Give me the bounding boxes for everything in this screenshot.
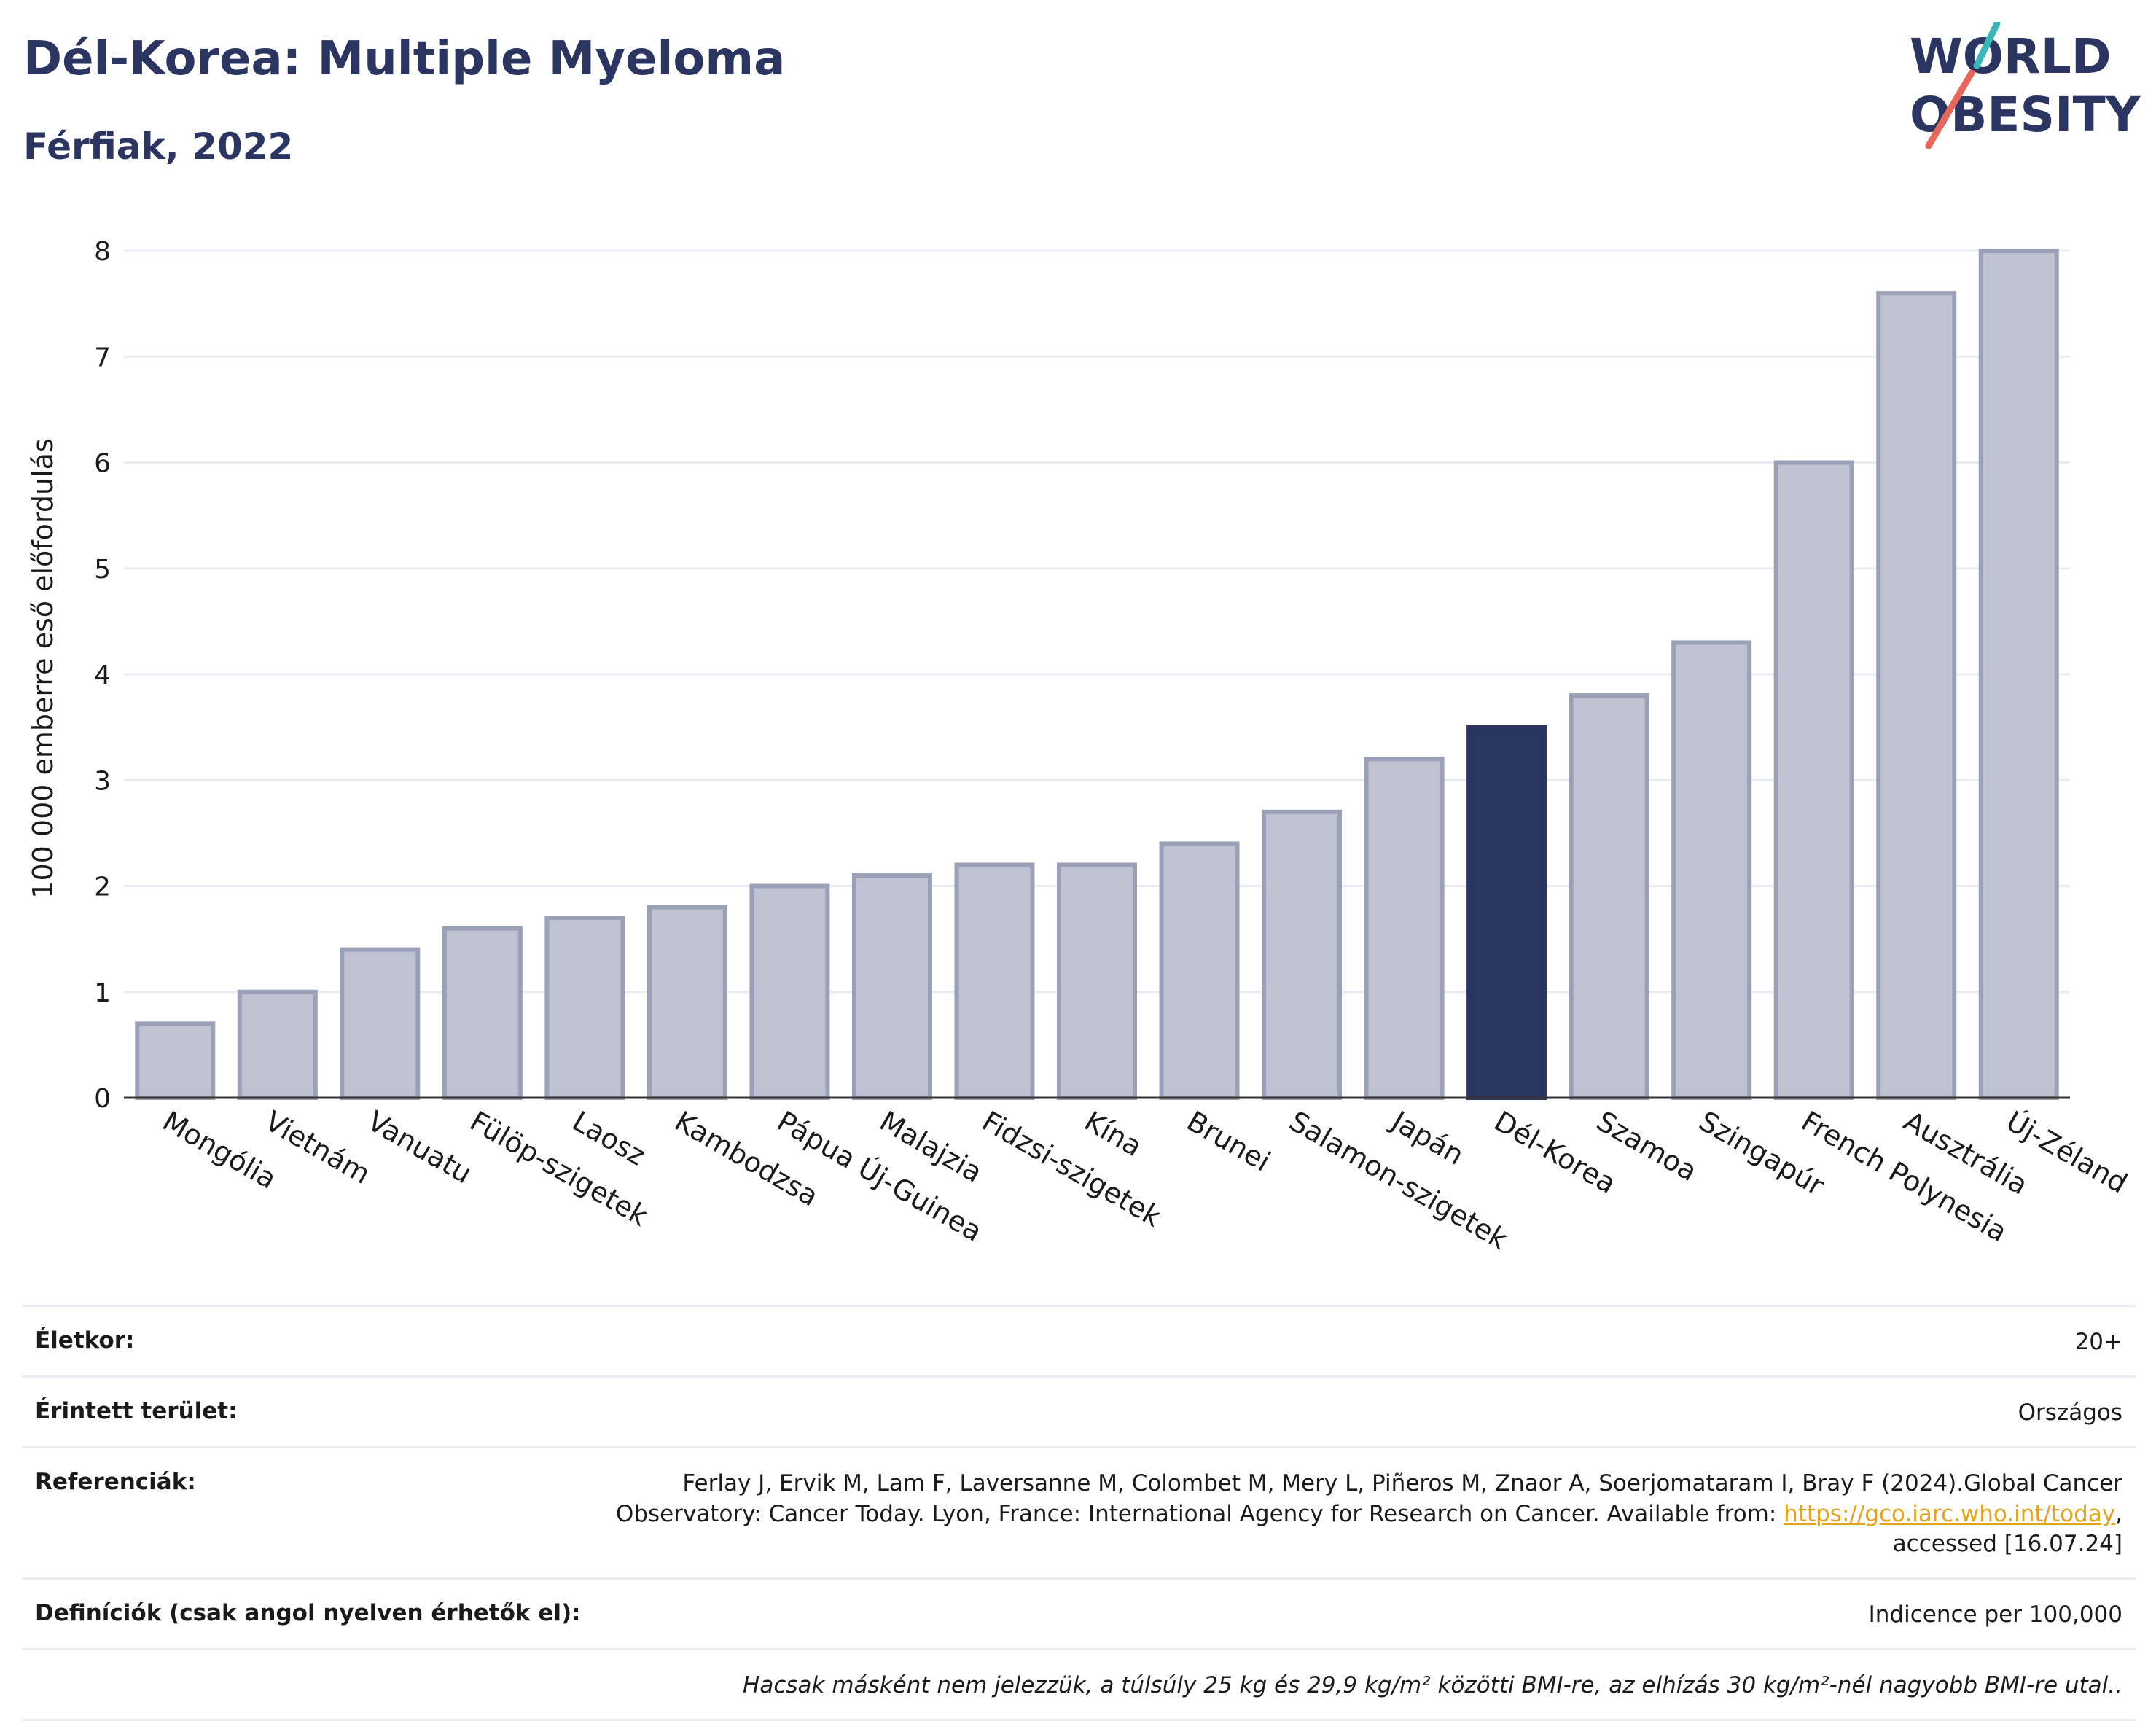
reference-link[interactable]: https://gco.iarc.who.int/today [1784, 1500, 2116, 1527]
bar-16 [1773, 460, 1854, 1100]
bar-8 [954, 862, 1035, 1100]
info-row-note: Hacsak másként nem jelezzük, a túlsúly 2… [22, 1648, 2136, 1721]
references-text: Ferlay J, Ervik M, Lam F, Laversanne M, … [616, 1469, 2122, 1561]
bar-12 [1364, 757, 1445, 1100]
bars [135, 249, 2059, 1101]
info-table: Életkor: 20+ Érintett terület: Országos … [22, 1305, 2136, 1721]
logo-slash-red [1925, 69, 1975, 149]
logo-text-world: WORLD [1910, 28, 2112, 85]
y-tick-labels: 0 1 2 3 4 5 6 7 8 [94, 237, 111, 1114]
bar-18 [1978, 249, 2059, 1100]
y-tick-label: 4 [94, 660, 111, 690]
references-label: Referenciák: [35, 1468, 196, 1495]
bar-4 [544, 916, 625, 1100]
bar-10 [1159, 841, 1240, 1101]
y-tick-label: 3 [94, 766, 111, 796]
bar-2 [340, 947, 421, 1101]
bar-13 [1466, 725, 1547, 1101]
x-tick-label: Fidzsi-szigetek [977, 1105, 1167, 1233]
chart-title: Dél-Korea: Multiple Myeloma [23, 32, 786, 86]
y-axis-label: 100 000 emberre eső előfordulás [27, 438, 59, 898]
bar-6 [749, 883, 830, 1100]
x-tick-label: Vietnám [259, 1105, 375, 1190]
y-tick-label: 1 [94, 978, 111, 1008]
bar-15 [1671, 640, 1752, 1100]
y-tick-label: 7 [94, 343, 111, 372]
area-value: Országos [2018, 1399, 2122, 1426]
y-tick-label: 6 [94, 449, 111, 479]
definitions-value: Indicence per 100,000 [1868, 1601, 2122, 1628]
ref-text-2: Observatory: Cancer Today. Lyon, France:… [615, 1500, 1784, 1527]
y-tick-label: 8 [94, 237, 111, 267]
bar-5 [647, 905, 727, 1101]
bmi-note: Hacsak másként nem jelezzük, a túlsúly 2… [743, 1672, 2122, 1699]
ref-text-4: accessed [16.07.24] [1892, 1531, 2122, 1558]
bar-9 [1057, 862, 1137, 1100]
info-row-area: Érintett terület: Országos [22, 1375, 2136, 1446]
ref-text-3: , [2115, 1500, 2122, 1527]
bar-17 [1876, 291, 1957, 1100]
x-tick-label: Mongólia [157, 1105, 282, 1195]
y-tick-label: 0 [94, 1084, 111, 1114]
bar-0 [135, 1021, 216, 1100]
logo-slash-teal [1973, 22, 2001, 69]
info-row-age: Életkor: 20+ [22, 1305, 2136, 1375]
bar-11 [1262, 809, 1343, 1100]
definitions-label: Definíciók (csak angol nyelven érhetők e… [35, 1600, 581, 1627]
bar-chart: 0 1 2 3 4 5 6 7 8 MongóliaVietnámVanuatuFülöp-sz… [27, 237, 2133, 1255]
x-tick-labels: MongóliaVietnámVanuatuFülöp-szigetekLaos… [124, 1096, 2133, 1255]
x-tick-label: Kína [1079, 1105, 1148, 1163]
x-tick-label: Fülöp-szigetek [464, 1105, 653, 1233]
bar-14 [1569, 693, 1649, 1100]
y-tick-label: 2 [94, 873, 111, 902]
age-value: 20+ [2074, 1329, 2122, 1355]
info-row-definitions: Definíciók (csak angol nyelven érhetők e… [22, 1577, 2136, 1648]
world-obesity-logo: WORLD OBESITY [1910, 22, 2141, 149]
y-tick-label: 5 [94, 555, 111, 585]
bar-1 [237, 989, 318, 1100]
area-label: Érintett terület: [35, 1397, 238, 1424]
age-label: Életkor: [35, 1327, 135, 1354]
x-tick-label: Brunei [1181, 1105, 1276, 1178]
x-tick-label: Vanuatu [362, 1105, 477, 1190]
chart-subtitle: Férfiak, 2022 [23, 125, 294, 168]
info-row-references: Referenciák: Ferlay J, Ervik M, Lam F, L… [22, 1445, 2136, 1578]
ref-text-1: Ferlay J, Ervik M, Lam F, Laversanne M, … [682, 1470, 2122, 1496]
bar-3 [442, 926, 523, 1100]
bar-7 [851, 873, 932, 1100]
